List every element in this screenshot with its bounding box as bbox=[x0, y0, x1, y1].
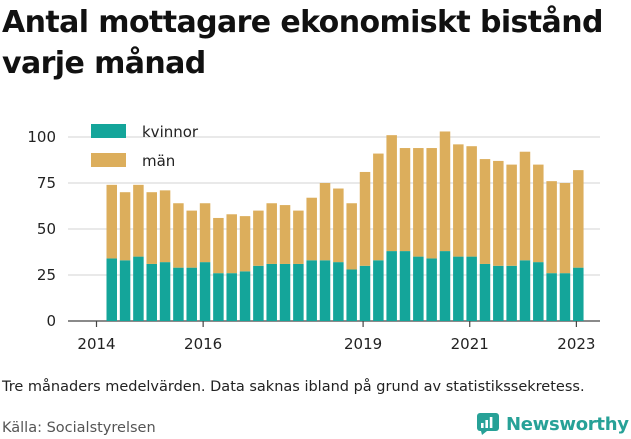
bar-kvinnor bbox=[226, 273, 237, 321]
bar-kvinnor bbox=[399, 251, 411, 321]
bar-kvinnor bbox=[266, 263, 277, 321]
bar-man bbox=[266, 203, 277, 264]
chart: 0 25 50 75 100 2014 2016 2019 2021 2023 kvinnor m… bbox=[27, 123, 600, 353]
chart-note: Tre månaders medelvärden. Data saknas ib… bbox=[2, 379, 585, 395]
bar-kvinnor bbox=[293, 263, 304, 321]
chart-title: Antal mottagare ekonomiskt bistånd varje… bbox=[2, 5, 603, 81]
bar-man bbox=[146, 192, 157, 264]
bar-kvinnor bbox=[186, 267, 197, 321]
bar-man bbox=[399, 148, 411, 252]
y-tick-label: 0 bbox=[46, 312, 56, 330]
bar-man bbox=[559, 183, 571, 274]
bar-man bbox=[226, 214, 237, 274]
bar-kvinnor bbox=[106, 258, 117, 321]
bar-man bbox=[333, 188, 344, 263]
bar-man bbox=[519, 151, 531, 261]
bar-kvinnor bbox=[493, 265, 504, 321]
x-tick-label: 2021 bbox=[451, 335, 489, 353]
bar-man bbox=[493, 160, 504, 266]
bar-man bbox=[253, 210, 264, 266]
bar-kvinnor bbox=[319, 260, 331, 321]
bar-man bbox=[106, 184, 117, 259]
bar-man bbox=[453, 144, 464, 257]
source-text: Källa: Socialstyrelsen bbox=[2, 420, 156, 436]
bar-kvinnor bbox=[159, 262, 171, 321]
legend: kvinnor män bbox=[91, 123, 199, 170]
bar-kvinnor bbox=[533, 262, 544, 321]
bar-kvinnor bbox=[373, 260, 384, 321]
bar-kvinnor bbox=[173, 267, 184, 321]
bar-man bbox=[546, 181, 557, 274]
bar-kvinnor bbox=[239, 271, 251, 321]
bar-kvinnor bbox=[466, 256, 477, 321]
bar-kvinnor bbox=[386, 251, 397, 321]
y-axis: 0 25 50 75 100 bbox=[27, 128, 56, 330]
x-tick-label: 2023 bbox=[557, 335, 595, 353]
bar-kvinnor bbox=[333, 262, 344, 321]
x-tick-label: 2016 bbox=[184, 335, 222, 353]
bar-man bbox=[239, 216, 251, 272]
bar-man bbox=[373, 153, 384, 261]
bar-kvinnor bbox=[506, 265, 517, 321]
bar-man bbox=[506, 164, 517, 266]
bar-kvinnor bbox=[439, 251, 451, 321]
bar-kvinnor bbox=[359, 265, 371, 321]
bar-man bbox=[466, 146, 477, 257]
bar-man bbox=[133, 184, 144, 257]
bar-man bbox=[279, 205, 291, 264]
bar-kvinnor bbox=[346, 269, 357, 321]
y-tick-label: 75 bbox=[37, 174, 56, 192]
x-tick-label: 2014 bbox=[77, 335, 115, 353]
bar-man bbox=[386, 135, 397, 252]
bar-kvinnor bbox=[213, 273, 224, 321]
bar-kvinnor bbox=[453, 256, 464, 321]
legend-label: män bbox=[142, 152, 175, 170]
bar-kvinnor bbox=[133, 256, 144, 321]
legend-swatch bbox=[91, 124, 126, 138]
brand-logo[interactable]: Newsworthy bbox=[476, 410, 629, 438]
y-tick-label: 25 bbox=[37, 266, 56, 284]
bar-kvinnor bbox=[479, 263, 491, 321]
bar-man bbox=[119, 192, 131, 261]
bar-man bbox=[319, 183, 331, 261]
bar-kvinnor bbox=[426, 258, 437, 321]
bar-man bbox=[439, 131, 451, 252]
bar-kvinnor bbox=[119, 260, 131, 321]
bars bbox=[106, 131, 584, 321]
bar-kvinnor bbox=[279, 263, 291, 321]
bar-man bbox=[533, 164, 544, 263]
legend-label: kvinnor bbox=[142, 123, 199, 141]
bar-kvinnor bbox=[519, 260, 531, 321]
bar-kvinnor bbox=[306, 260, 317, 321]
legend-swatch bbox=[91, 153, 126, 167]
bar-man bbox=[306, 197, 317, 261]
y-tick-label: 100 bbox=[27, 128, 56, 146]
bar-kvinnor bbox=[559, 273, 571, 321]
bar-man bbox=[173, 203, 184, 268]
bar-kvinnor bbox=[573, 267, 584, 321]
bar-man bbox=[293, 210, 304, 264]
bar-man bbox=[413, 148, 424, 257]
bar-man bbox=[479, 159, 491, 264]
bar-man bbox=[186, 210, 197, 268]
bar-man bbox=[573, 170, 584, 268]
x-tick-label: 2019 bbox=[344, 335, 382, 353]
bar-man bbox=[359, 171, 371, 266]
bar-kvinnor bbox=[146, 263, 157, 321]
bar-man bbox=[426, 148, 437, 259]
bar-kvinnor bbox=[199, 262, 211, 321]
bar-man bbox=[346, 203, 357, 270]
bar-kvinnor bbox=[413, 256, 424, 321]
bar-man bbox=[159, 190, 171, 263]
y-tick-label: 50 bbox=[37, 220, 56, 238]
x-axis: 2014 2016 2019 2021 2023 bbox=[77, 321, 595, 353]
bar-kvinnor bbox=[546, 273, 557, 321]
bar-man bbox=[199, 203, 211, 263]
brand-name: Newsworthy bbox=[506, 413, 629, 435]
bar-kvinnor bbox=[253, 265, 264, 321]
newsworthy-logo-icon bbox=[477, 413, 499, 435]
bar-man bbox=[213, 217, 224, 274]
